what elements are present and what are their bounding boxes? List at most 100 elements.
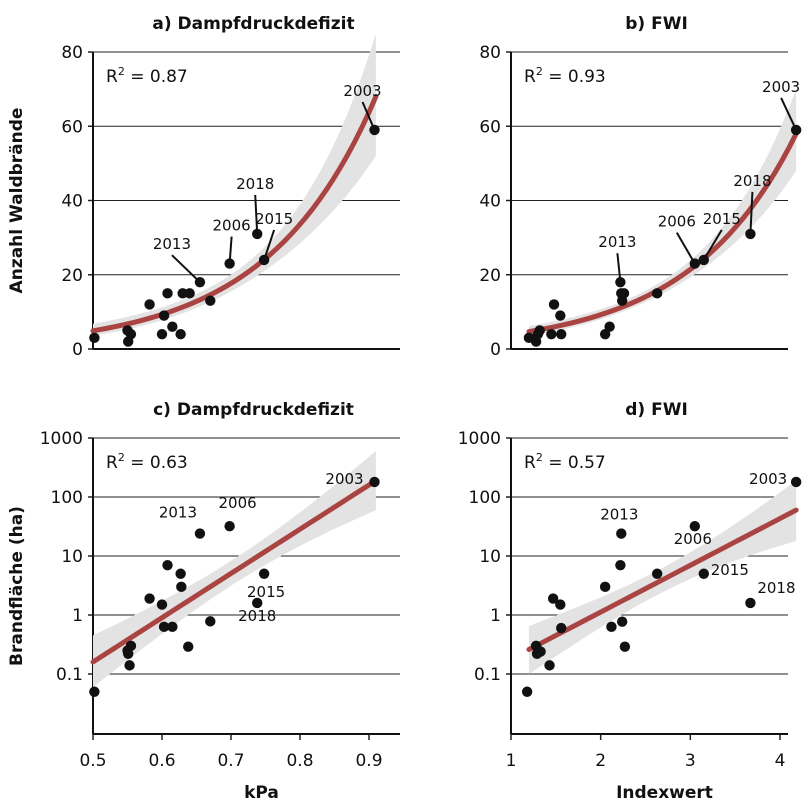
- y-axis-label: Brandfläche (ha): [7, 506, 27, 666]
- data-point: [544, 660, 555, 671]
- year-label: 2015: [711, 561, 749, 579]
- y-tick-label: 40: [61, 192, 83, 212]
- r2-equals: =: [125, 67, 150, 87]
- data-point: [698, 568, 709, 579]
- data-point: [156, 328, 168, 340]
- data-point: [167, 321, 178, 332]
- y-tick-label: 60: [61, 117, 83, 137]
- r2-value: 0.57: [568, 453, 606, 473]
- data-point: [89, 686, 100, 697]
- year-label: 2013: [598, 233, 636, 251]
- data-point: [124, 660, 135, 671]
- year-label: 2003: [343, 82, 381, 100]
- r2-superscript: 2: [536, 451, 543, 464]
- confidence-band: [93, 33, 376, 336]
- r2-annotation: R2 = 0.93: [524, 65, 606, 87]
- x-tick-label: 0.9: [355, 751, 382, 771]
- x-axis-label: Indexwert: [616, 783, 713, 803]
- data-point: [616, 616, 628, 627]
- y-tick-label: 1000: [458, 429, 501, 449]
- data-point: [535, 646, 546, 657]
- y-tick-label: 60: [479, 117, 501, 137]
- data-point: [556, 622, 567, 634]
- y-tick-label: 20: [61, 266, 83, 286]
- data-point: [619, 641, 631, 652]
- data-point: [205, 295, 216, 306]
- data-point: [556, 328, 567, 340]
- x-tick-label: 0.6: [148, 751, 175, 771]
- data-point: [224, 520, 235, 532]
- data-point: [651, 288, 663, 299]
- data-point: [618, 288, 630, 299]
- data-point: [258, 568, 270, 579]
- y-tick-label: 20: [479, 266, 501, 286]
- y-tick-label: 0.1: [56, 665, 83, 685]
- y-tick-label: 100: [51, 488, 83, 508]
- panel-c: 0.1 1 10 100 1000 0.5 0.6 0.7 0.8 0.9 2003 2006 2013…: [7, 400, 400, 803]
- data-point: [599, 581, 611, 593]
- year-connector: [749, 191, 754, 234]
- data-point: [158, 310, 170, 321]
- r2-superscript: 2: [118, 451, 125, 464]
- x-tick-label: 1: [506, 751, 517, 771]
- year-label: 2003: [749, 470, 787, 488]
- year-connector: [254, 194, 259, 234]
- data-point: [532, 328, 544, 340]
- r2-value: 0.63: [150, 453, 188, 473]
- year-connector: [616, 253, 622, 283]
- year-label: 2006: [219, 494, 257, 512]
- year-connector: [361, 101, 376, 131]
- data-point: [184, 288, 195, 299]
- year-connector: [702, 229, 723, 261]
- r2-superscript: 2: [118, 65, 125, 78]
- data-point: [521, 686, 533, 697]
- year-label: 2006: [658, 213, 696, 231]
- y-tick-label: 1000: [40, 429, 83, 449]
- panel-title: a) Dampfdruckdefizit: [152, 14, 354, 34]
- data-point: [125, 328, 137, 340]
- panel-a: 0 20 40 60 80 2003 2018 2006 2015 2013 R2 = 0.87 a)…: [7, 14, 400, 360]
- panel-title: c) Dampfdruckdefizit: [153, 400, 354, 420]
- r2-equals: =: [125, 453, 150, 473]
- r2-annotation: R2 = 0.57: [524, 451, 606, 473]
- data-point: [555, 599, 566, 610]
- r2-symbol: R: [106, 67, 118, 87]
- year-label: 2003: [762, 78, 800, 96]
- y-tick-label: 0.1: [474, 665, 501, 685]
- fit-line: [90, 478, 379, 665]
- x-tick-label: 2: [595, 751, 606, 771]
- r2-value: 0.87: [150, 67, 188, 87]
- x-tick-label: 0.7: [217, 751, 244, 771]
- year-label: 2013: [600, 506, 638, 524]
- year-label: 2006: [213, 217, 251, 235]
- r2-symbol: R: [524, 453, 536, 473]
- x-tick-label: 0.5: [79, 751, 106, 771]
- data-point: [555, 310, 566, 321]
- data-point: [546, 328, 557, 340]
- r2-symbol: R: [524, 67, 536, 87]
- year-label: 2013: [159, 504, 197, 522]
- y-tick-label: 10: [61, 547, 83, 567]
- year-label: 2006: [674, 530, 712, 548]
- year-label: 2018: [733, 172, 771, 190]
- data-point: [162, 288, 173, 299]
- data-point: [158, 621, 170, 633]
- panel-b: 0 20 40 60 80 2003 2018 2006 2015 2013 R2 = 0.93 b)…: [479, 14, 802, 360]
- r2-equals: =: [543, 67, 568, 87]
- r2-annotation: R2 = 0.87: [106, 65, 188, 87]
- r2-equals: =: [543, 453, 568, 473]
- y-tick-label: 100: [469, 488, 501, 508]
- r2-symbol: R: [106, 453, 118, 473]
- year-label: 2018: [757, 579, 795, 597]
- year-label: 2018: [238, 607, 276, 625]
- year-label: 2018: [236, 175, 274, 193]
- year-label: 2003: [325, 470, 363, 488]
- data-point: [175, 328, 186, 340]
- year-label: 2015: [247, 583, 285, 601]
- y-tick-label: 10: [479, 547, 501, 567]
- x-axis-label: kPa: [244, 783, 279, 803]
- year-connector: [228, 236, 233, 264]
- data-point: [604, 321, 615, 332]
- data-point: [156, 599, 168, 610]
